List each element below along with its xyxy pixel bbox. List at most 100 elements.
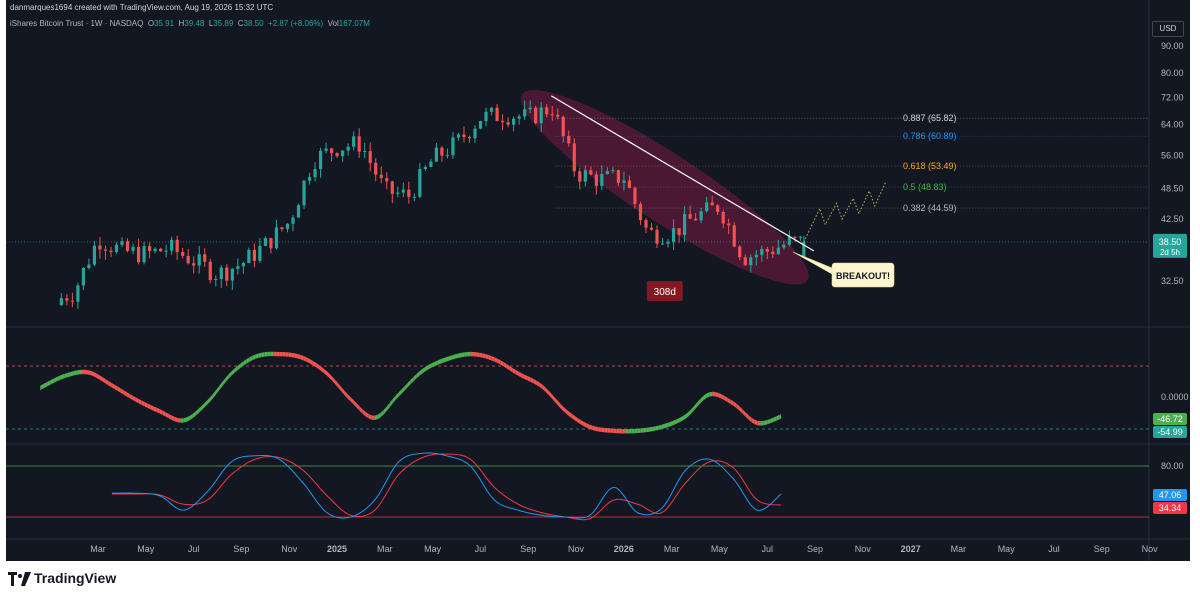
candle (782, 240, 786, 250)
candle (787, 230, 791, 247)
volume-label: Vol (327, 19, 339, 28)
candle-body (302, 180, 306, 206)
osc-segment (404, 382, 408, 391)
candle-body (749, 257, 753, 266)
candle (666, 239, 670, 248)
candle (65, 294, 69, 306)
osc-segment (428, 363, 432, 370)
currency-button[interactable]: USD (1152, 21, 1184, 37)
osc-segment (407, 379, 411, 388)
osc-segment (204, 400, 208, 408)
candle (572, 138, 576, 177)
osc-zero-label: 0.0000 (1161, 392, 1189, 402)
candle-body (528, 107, 532, 110)
candle (247, 247, 251, 264)
osc-segment (327, 371, 330, 379)
candle-body (500, 120, 505, 123)
osc-segment (718, 392, 722, 399)
candle (771, 246, 775, 259)
candle (87, 258, 91, 270)
time-axis-tick: Sep (807, 544, 823, 554)
candle (567, 130, 571, 147)
osc-segment (288, 352, 292, 358)
osc-segment (207, 396, 211, 405)
tradingview-brand[interactable]: TradingView (34, 570, 117, 586)
osc-segment (201, 402, 205, 411)
osc-segment (664, 422, 668, 429)
osc-segment (634, 428, 638, 434)
candle-body (263, 238, 268, 246)
last-candle (802, 236, 806, 259)
candle-body (534, 107, 538, 124)
osc-segment (318, 364, 322, 371)
projection-path (803, 181, 887, 243)
chart-svg[interactable]: 90.00 80.00 72.00 64.00 56.00 48.50 42.50 32.50… (6, 0, 1190, 561)
osc-segment (652, 426, 656, 432)
osc-segment (479, 352, 483, 358)
candle (434, 142, 438, 162)
osc-segment (434, 360, 438, 367)
osc-segment (715, 392, 719, 398)
candle (274, 219, 279, 250)
osc-segment (730, 399, 734, 406)
osc-segment (497, 358, 501, 365)
stoch-d-badge-bg (1153, 502, 1187, 514)
candle (594, 171, 598, 195)
candle-body (247, 249, 251, 263)
candle (451, 132, 455, 159)
osc-segment (44, 381, 48, 388)
time-axis-tick: Sep (233, 544, 249, 554)
candle (732, 222, 736, 248)
osc-segment (670, 420, 674, 427)
osc-segment (213, 389, 217, 398)
osc-segment (195, 408, 199, 416)
osc-segment (470, 351, 474, 357)
candle-body (203, 254, 207, 262)
candle (456, 132, 461, 141)
candle-body (605, 171, 609, 174)
candle-body (208, 261, 212, 281)
candle-body (517, 116, 521, 119)
candle (125, 238, 130, 253)
tradingview-logo-icon[interactable] (8, 571, 32, 587)
osc-segment (518, 371, 522, 378)
osc-badge-bg (1153, 413, 1187, 425)
osc-segment (577, 418, 581, 425)
osc-segment (153, 406, 157, 413)
osc-segment (464, 352, 468, 357)
candle (374, 158, 378, 182)
chart-canvas[interactable]: 90.00 80.00 72.00 64.00 56.00 48.50 42.50 32.50… (6, 0, 1190, 561)
time-axis-tick: Jul (188, 544, 200, 554)
last-price-badge-bg (1153, 233, 1187, 258)
time-axis-tick: Nov (281, 544, 298, 554)
time-axis-tick: Mar (664, 544, 680, 554)
osc-segment (147, 403, 151, 410)
osc-segment (598, 427, 602, 433)
candle-body (644, 220, 648, 228)
candle-body (776, 247, 780, 255)
volume-value: 167.07M (338, 19, 370, 28)
osc-segment (524, 374, 528, 381)
candle-body (352, 136, 356, 147)
osc-segment (79, 369, 83, 375)
price-axis-tick: 32.50 (1161, 276, 1184, 286)
candle-body (473, 128, 477, 139)
candle-body (600, 173, 604, 186)
time-axis-tick: May (424, 544, 442, 554)
candle-body (407, 189, 411, 197)
candle-body (660, 243, 665, 245)
osc-segment (773, 416, 777, 422)
osc-segment (64, 373, 68, 379)
osc-segment (682, 414, 686, 421)
time-axis-tick: Jul (761, 544, 773, 554)
osc-segment (60, 374, 65, 380)
osc-segment (571, 413, 575, 421)
symbol-legend[interactable]: iShares Bitcoin Trust · 1W · NASDAQ O35.… (10, 19, 370, 28)
osc-segment (563, 406, 566, 414)
osc-segment (309, 358, 313, 365)
osc-value-badge-1: -46.72 (1153, 413, 1187, 425)
osc-segment (99, 375, 103, 382)
time-span-badge (646, 281, 683, 301)
candle-body (688, 213, 692, 219)
fib-level-label: 0.618 (53.49) (903, 161, 957, 171)
